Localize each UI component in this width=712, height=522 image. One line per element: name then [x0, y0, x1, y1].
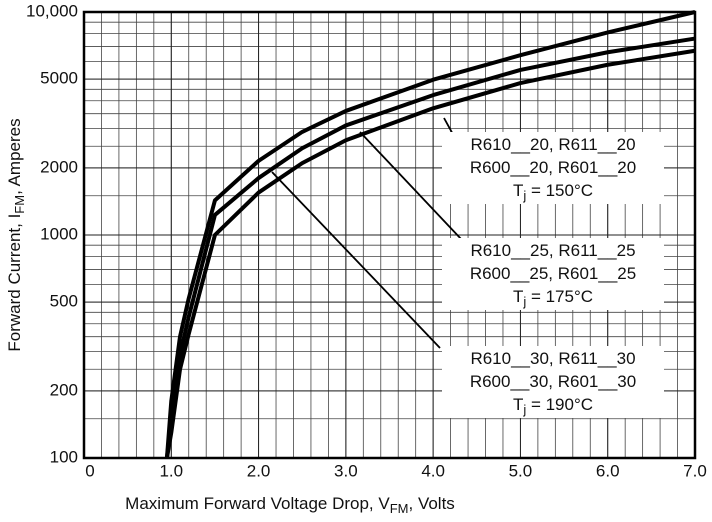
annotation-part: T — [513, 287, 523, 306]
y-tick-label: 200 — [50, 380, 78, 399]
y-tick-label: 5000 — [40, 69, 78, 88]
curve — [164, 10, 696, 459]
annotation-part: = 175°C — [526, 287, 593, 306]
annotation-text: R600__20, R601__20 — [470, 158, 636, 177]
x-tick-label: 2.0 — [247, 461, 271, 480]
annotation-part: R600__25, R601__25 — [470, 264, 636, 283]
x-tick-label: 7.0 — [683, 461, 707, 480]
annotation-part: T — [513, 181, 523, 200]
annotation-part: R610__20, R611__20 — [470, 135, 635, 154]
annotation-text: Tj = 175°C — [513, 287, 593, 309]
x-tick-label: 0 — [85, 461, 94, 480]
annotation-part: j — [522, 402, 526, 417]
annotation-part: j — [522, 294, 526, 309]
annotation-text: Tj = 150°C — [513, 181, 593, 203]
y-tick-label: 1000 — [40, 224, 78, 243]
annotation-box — [442, 238, 664, 310]
annotation-part: = 190°C — [526, 395, 593, 414]
annotation-text: Tj = 190°C — [513, 395, 593, 417]
annotation-part: R610__25, R611__25 — [470, 241, 635, 260]
x-tick-label: 3.0 — [334, 461, 358, 480]
annotation-text: R610__20, R611__20 — [470, 135, 635, 154]
annotation-part: R610__30, R611__30 — [470, 349, 635, 368]
x-tick-label: 5.0 — [509, 461, 533, 480]
annotation-part: R600__20, R601__20 — [470, 158, 636, 177]
y-tick-label: 2000 — [40, 157, 78, 176]
y-tick-label: 10,000 — [26, 1, 78, 20]
annotation-text: R610__25, R611__25 — [470, 241, 635, 260]
curve — [164, 36, 696, 459]
annotation-text: R600__25, R601__25 — [470, 264, 636, 283]
y-axis-label: Forward Current, IFM, Amperes — [5, 118, 27, 351]
annotation-part: T — [513, 395, 523, 414]
y-tick-label: 100 — [50, 447, 78, 466]
x-tick-label: 4.0 — [421, 461, 445, 480]
plot-frame — [82, 10, 697, 460]
x-axis-label: Maximum Forward Voltage Drop, VFM, Volts — [125, 494, 455, 516]
y-tick-label: 500 — [50, 292, 78, 311]
annotation-box — [442, 346, 664, 418]
annotation-part: j — [522, 188, 526, 203]
annotation-part: R600__30, R601__30 — [470, 372, 636, 391]
curve — [164, 48, 696, 459]
x-tick-label: 1.0 — [159, 461, 183, 480]
annotation-text: R610__30, R611__30 — [470, 349, 635, 368]
annotation-box — [442, 132, 664, 204]
leader-line — [271, 171, 441, 349]
annotation-text: R600__30, R601__30 — [470, 372, 636, 391]
x-tick-label: 6.0 — [596, 461, 620, 480]
leader-line — [359, 131, 463, 241]
annotation-part: = 150°C — [526, 181, 593, 200]
